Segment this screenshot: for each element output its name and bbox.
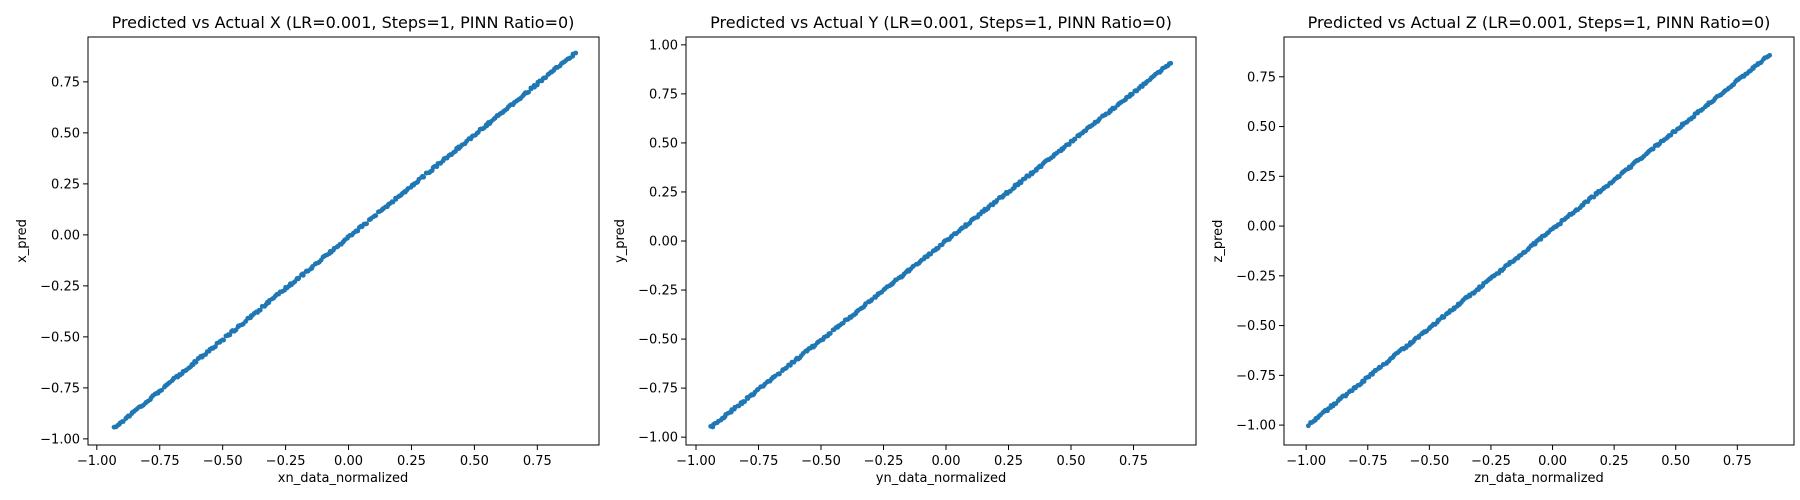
panel-y-point [1129,91,1135,97]
panel-x-xtick-label: 0.00 [334,454,363,469]
panel-x-xtick-label: 0.25 [397,454,426,469]
panel-z-points [1305,52,1773,429]
panel-z-xtick-label: 0.25 [1600,454,1629,469]
panel-y-ytick-label: 0.00 [649,235,678,250]
panel-x-ytick-label: 0.75 [51,75,80,90]
panel-z-title: Predicted vs Actual Z (LR=0.001, Steps=1… [1308,13,1771,32]
panel-x-point [526,89,531,95]
panel-y-axes-frame [685,36,1197,446]
panel-x-title: Predicted vs Actual X (LR=0.001, Steps=1… [112,13,575,32]
panel-x-ytick-label: −1.00 [40,432,80,447]
panel-x-points [111,50,579,430]
panel-y-ytick-label: 0.50 [649,136,678,151]
panel-x-xlabel: xn_data_normalized [278,471,408,486]
panel-z-xtick-label: −1.00 [1286,454,1326,469]
panel-z-xtick-label: 0.50 [1661,454,1690,469]
panel-x-point [364,221,370,227]
panel-y-ytick-label: −1.00 [638,431,678,446]
panel-y-point [1168,60,1174,66]
panel-x-ytick-label: −0.75 [40,381,80,396]
panel-x-ytick-label: −0.25 [40,279,80,294]
panel-x-ytick-label: 0.25 [51,177,80,192]
panel-y-xtick-label: −1.00 [676,454,716,469]
panel-z-ytick-label: 0.75 [1247,70,1276,85]
panel-z-xtick-label: −0.25 [1471,454,1511,469]
panel-y-point [777,371,782,377]
panel-x-xtick-label: 0.75 [523,454,552,469]
panel-z-xtick-label: 0.00 [1538,454,1567,469]
panel-z-xtick-label: −0.50 [1409,454,1449,469]
panel-z-xtick-label: −0.75 [1348,454,1388,469]
panel-x-point [227,332,233,338]
panel-x-point [221,337,226,343]
panel-z-yticks: −1.00 −0.75 −0.50 −0.25 0.00 0.25 0.50 0.75 [1236,70,1284,434]
panel-y: Predicted vs Actual Y (LR=0.001, Steps=1… [613,13,1197,486]
panel-z-point [1591,194,1597,200]
panel-x-ytick-label: 0.00 [51,228,80,243]
panel-z-ytick-label: 0.50 [1247,120,1276,135]
panel-y-ytick-label: −0.50 [638,333,678,348]
panel-z-point [1441,314,1447,320]
panel-x-point [159,387,165,393]
panel-x-yticks: −1.00 −0.75 −0.50 −0.25 0.00 0.25 0.50 0.75 [40,75,88,447]
panel-x-ytick-label: 0.50 [51,126,80,141]
panel-y-title: Predicted vs Actual Y (LR=0.001, Steps=1… [710,13,1172,32]
panel-x-xtick-label: −0.50 [203,454,243,469]
panel-x-point [257,307,263,313]
panel-y-xtick-label: 0.75 [1119,454,1148,469]
panel-x-point [296,275,302,281]
panel-y-xtick-label: 0.50 [1057,454,1086,469]
panel-y-points [708,60,1174,430]
panel-x-ylabel: x_pred [15,219,30,263]
panel-z-ytick-label: −0.75 [1236,369,1276,384]
panel-y-xlabel: yn_data_normalized [876,471,1006,486]
panel-x-xticks: −1.00 −0.75 −0.50 −0.25 0.00 0.25 0.50 0.75 [77,445,552,469]
panel-z-axes-frame [1283,36,1795,446]
panel-z-ytick-label: 0.25 [1247,170,1276,185]
panel-x-point [421,174,426,180]
panel-z-ytick-label: 0.00 [1247,220,1276,235]
panel-x-axes-frame [87,36,600,446]
panel-y-ytick-label: −0.25 [638,284,678,299]
panel-x-xtick-label: 0.50 [460,454,489,469]
panel-y-ytick-label: 1.00 [649,38,678,53]
panel-y-xtick-label: 0.25 [994,454,1023,469]
panel-x-point [193,359,199,365]
panel-x-xtick-label: −1.00 [77,454,117,469]
panel-z-ytick-label: −0.50 [1236,319,1276,334]
panel-x-ytick-label: −0.50 [40,330,80,345]
panel-y-xtick-label: −0.75 [739,454,779,469]
panel-x-point [573,50,579,56]
panel-x-point [300,272,306,278]
panel-y-point [827,331,833,336]
panel-z-point [1767,52,1773,58]
panel-y-xtick-label: 0.00 [932,454,961,469]
panel-y-xtick-label: −0.50 [801,454,841,469]
panel-y-point [1072,136,1078,142]
panel-x-point [373,213,379,219]
panel-y-point [742,399,748,405]
panel-z-xtick-label: 0.75 [1723,454,1752,469]
panel-z-ylabel: z_pred [1211,220,1226,263]
panel-y-yticks: −1.00 −0.75 −0.50 −0.25 0.00 0.25 0.50 0.75 1.00 [638,38,686,446]
panel-z-ytick-label: −0.25 [1236,269,1276,284]
panel-z-xticks: −1.00 −0.75 −0.50 −0.25 0.00 0.25 0.50 0.75 [1286,445,1752,469]
panel-z-xlabel: zn_data_normalized [1474,471,1604,486]
panel-x: Predicted vs Actual X (LR=0.001, Steps=1… [15,13,600,486]
panel-x-xtick-label: −0.75 [140,454,180,469]
panel-y-ytick-label: 0.25 [649,185,678,200]
panel-y-ytick-label: 0.75 [649,87,678,102]
panel-y-ytick-label: −0.75 [638,382,678,397]
panel-x-xtick-label: −0.25 [266,454,306,469]
panel-y-xtick-label: −0.25 [864,454,904,469]
panel-z: Predicted vs Actual Z (LR=0.001, Steps=1… [1211,13,1795,486]
panel-y-xticks: −1.00 −0.75 −0.50 −0.25 0.00 0.25 0.50 0.75 [676,445,1148,469]
panel-y-ylabel: y_pred [613,219,628,263]
panel-z-ytick-label: −1.00 [1236,419,1276,434]
